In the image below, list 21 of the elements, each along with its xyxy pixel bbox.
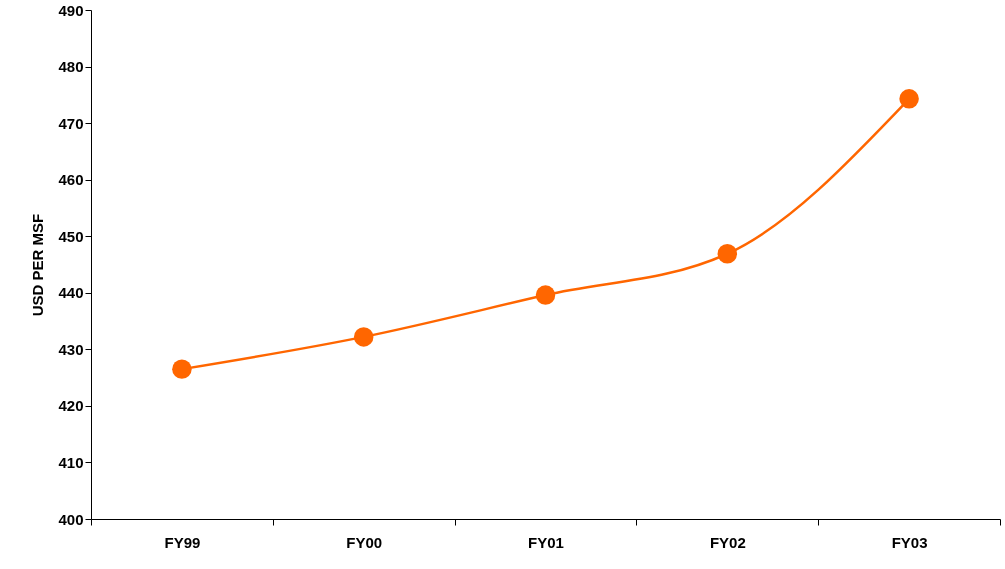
point	[353, 327, 374, 347]
x-tick-label: FY01	[528, 533, 564, 551]
y-tick-label: 420	[58, 397, 84, 415]
point	[172, 359, 192, 379]
x-tick-label: FY00	[346, 533, 383, 551]
y-tick-label: 440	[58, 284, 84, 302]
x-tick-label: FY02	[709, 533, 746, 551]
point	[899, 89, 919, 109]
point	[717, 244, 738, 264]
x-tick-label: FY03	[891, 533, 928, 551]
point	[535, 285, 556, 305]
x-tick-label: FY99	[164, 533, 201, 551]
y-tick-label: 460	[58, 171, 84, 189]
y-tick-label: 450	[58, 227, 84, 245]
y-tick-label: 430	[58, 340, 84, 358]
y-tick-label: 410	[58, 453, 84, 471]
y-axis-title: USD PER MSF	[29, 213, 47, 317]
y-tick-label: 400	[58, 510, 84, 528]
y-tick-label: 470	[58, 114, 84, 132]
y-tick-label: 480	[58, 58, 84, 76]
y-tick-label: 490	[58, 1, 84, 19]
